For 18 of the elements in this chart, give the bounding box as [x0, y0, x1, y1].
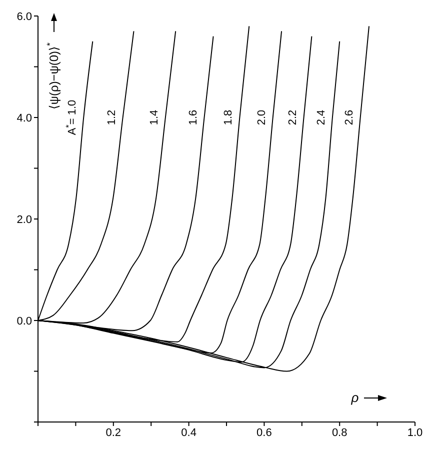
text: 1.2 [106, 110, 118, 126]
text: 2.6 [343, 110, 356, 126]
x-tick-label: 0.8 [332, 426, 348, 439]
x-tick-label: 0.6 [256, 426, 272, 439]
text: 1.8 [222, 110, 235, 126]
text: 2.0 [256, 110, 268, 126]
y-tick-label: 6.0 [16, 10, 32, 23]
y-tick-label: 2.0 [16, 214, 32, 226]
x-axis-title: ρ [350, 390, 360, 405]
y-tick-label: 0.0 [16, 315, 32, 328]
x-tick-label: 0.4 [181, 426, 196, 439]
x-tick-label: 0.2 [106, 426, 122, 439]
y-tick-label: 4.0 [16, 112, 32, 124]
text: 1.6 [187, 110, 200, 126]
x-tick-label: 1.0 [407, 426, 423, 439]
text: 2.2 [286, 110, 299, 126]
text: 2.4 [315, 110, 328, 126]
text: 1.4 [148, 110, 160, 126]
